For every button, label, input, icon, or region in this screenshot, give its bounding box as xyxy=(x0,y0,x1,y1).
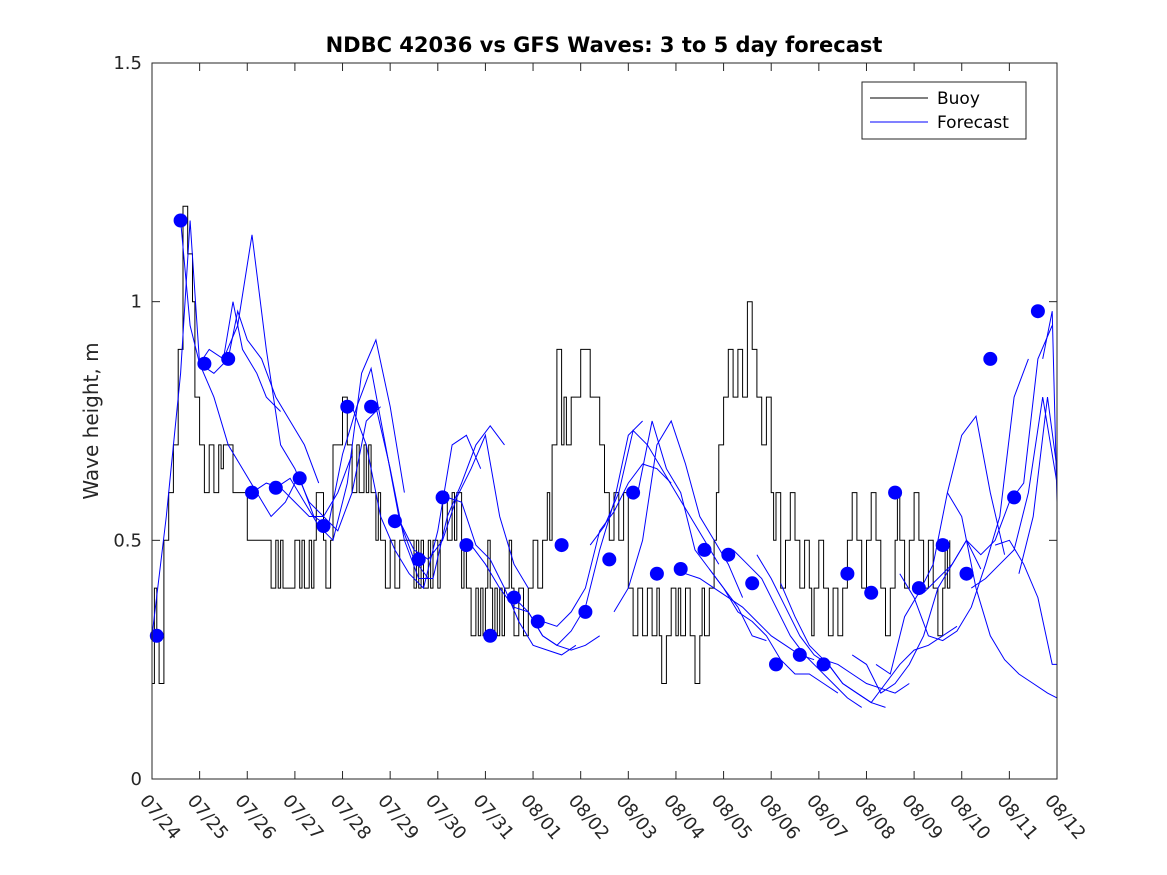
forecast-run-line-22 xyxy=(827,625,958,704)
forecast-marker-17 xyxy=(554,538,569,553)
forecast-marker-1 xyxy=(173,213,188,228)
forecast-marker-6 xyxy=(292,471,307,486)
forecast-run-line-1 xyxy=(180,220,281,412)
forecast-marker-23 xyxy=(697,542,712,557)
forecast-run-line-0 xyxy=(151,220,296,636)
forecast-run-line-15 xyxy=(613,419,744,613)
forecast-marker-18 xyxy=(578,604,593,619)
y-tick-label-3: 1.5 xyxy=(113,53,142,74)
forecast-run-line-17 xyxy=(685,573,815,661)
forecast-marker-34 xyxy=(959,566,974,581)
forecast-marker-3 xyxy=(221,351,236,366)
forecast-run-line-31 xyxy=(1042,311,1058,503)
forecast-marker-28 xyxy=(816,657,831,672)
forecast-marker-27 xyxy=(792,647,807,662)
forecast-marker-36 xyxy=(1007,490,1022,505)
forecast-marker-22 xyxy=(673,562,688,576)
forecast-marker-25 xyxy=(745,576,760,591)
forecast-run-line-3 xyxy=(222,234,353,518)
forecast-marker-33 xyxy=(935,538,950,553)
forecast-marker-19 xyxy=(602,552,617,567)
forecast-marker-5 xyxy=(268,480,283,495)
forecast-marker-13 xyxy=(459,538,474,553)
forecast-run-line-30 xyxy=(1018,397,1058,574)
forecast-run-line-28 xyxy=(971,397,1058,589)
forecast-marker-15 xyxy=(507,590,521,605)
forecast-marker-16 xyxy=(530,614,545,629)
forecast-marker-12 xyxy=(435,490,450,505)
forecast-run-line-26 xyxy=(923,325,1053,594)
legend-buoy-label: Buoy xyxy=(937,89,980,109)
y-tick-label-0: 0 xyxy=(131,769,142,790)
forecast-marker-35 xyxy=(983,351,998,366)
forecast-marker-21 xyxy=(649,566,664,581)
axes-box xyxy=(151,62,1058,780)
forecast-marker-29 xyxy=(840,566,855,581)
forecast-run-line-14 xyxy=(589,429,720,565)
forecast-run-line-5 xyxy=(275,338,405,542)
forecast-marker-24 xyxy=(721,547,736,562)
forecast-run-line-19 xyxy=(732,549,862,708)
legend: Buoy Forecast xyxy=(861,81,1027,140)
forecast-run-line-18 xyxy=(708,568,839,694)
forecast-marker-10 xyxy=(387,514,402,529)
y-axis-label: Wave height, m xyxy=(79,342,103,499)
forecast-run-line-29 xyxy=(994,539,1057,665)
forecast-marker-20 xyxy=(626,485,641,500)
forecast-marker-30 xyxy=(864,585,879,600)
chart-title: NDBC 42036 vs GFS Waves: 3 to 5 day fore… xyxy=(326,33,883,57)
forecast-marker-11 xyxy=(411,552,426,567)
forecast-run-line-8 xyxy=(375,406,505,579)
forecast-marker-2 xyxy=(197,356,212,371)
forecast-marker-14 xyxy=(483,628,498,643)
forecast-run-line-2 xyxy=(199,309,320,484)
forecast-marker-8 xyxy=(340,399,355,414)
forecast-marker-9 xyxy=(364,399,379,414)
y-tick-label-1: 0.5 xyxy=(113,530,142,551)
forecast-marker-0 xyxy=(149,628,164,643)
forecast-marker-37 xyxy=(1030,304,1045,319)
legend-forecast-label: Forecast xyxy=(937,113,1009,133)
y-tick-label-2: 1 xyxy=(131,292,142,313)
forecast-marker-7 xyxy=(316,519,331,533)
forecast-marker-4 xyxy=(245,485,259,500)
legend-box xyxy=(861,81,1027,140)
forecast-marker-32 xyxy=(911,581,926,596)
forecast-marker-26 xyxy=(769,657,783,672)
buoy-series-line xyxy=(152,205,951,684)
forecast-marker-31 xyxy=(888,485,903,500)
plot-area xyxy=(149,205,1058,708)
forecast-run-line-16 xyxy=(637,420,767,642)
forecast-run-line-7 xyxy=(351,406,482,590)
forecast-run-line-21 xyxy=(780,583,910,694)
forecast-run-line-27 xyxy=(946,492,1058,699)
forecast-run-line-24 xyxy=(875,414,1006,675)
forecast-run-line-25 xyxy=(899,358,1029,642)
